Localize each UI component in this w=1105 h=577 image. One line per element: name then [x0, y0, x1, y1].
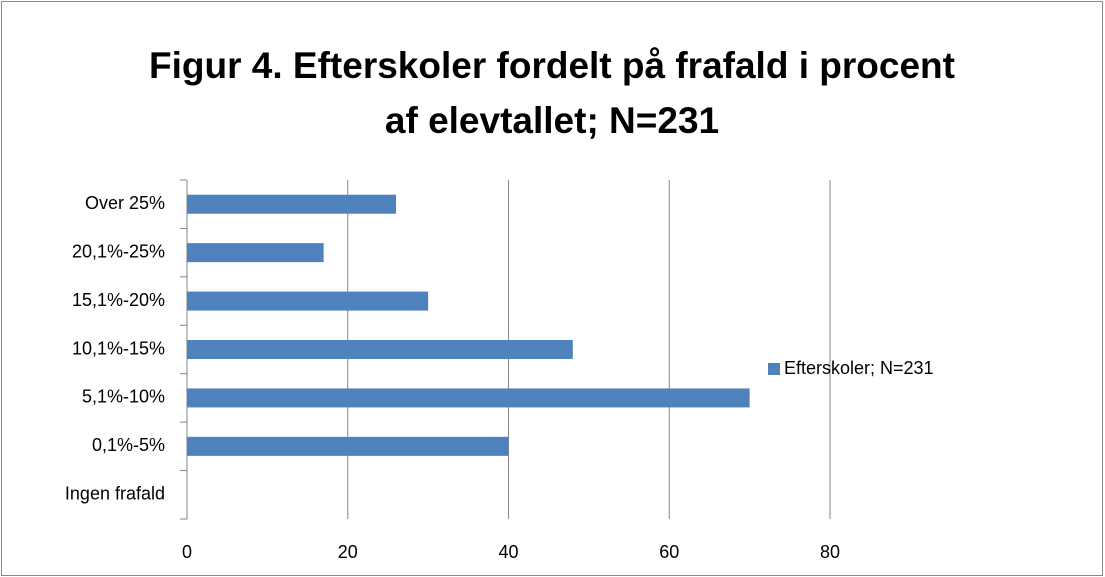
x-tick-label: 80 [820, 542, 840, 562]
chart-title: Figur 4. Efterskoler fordelt på frafald … [149, 45, 955, 141]
bar [187, 194, 396, 214]
legend-label: Efterskoler; N=231 [784, 358, 934, 378]
y-tick-label: 0,1%-5% [92, 435, 165, 455]
y-tick-label: Over 25% [85, 193, 165, 213]
y-tick-label: 10,1%-15% [72, 338, 165, 358]
y-tick-label: 5,1%-10% [82, 387, 165, 407]
y-tick-label: Ingen frafald [65, 484, 165, 504]
x-tick-label: 60 [659, 542, 679, 562]
x-tick-label: 20 [338, 542, 358, 562]
legend-swatch [768, 363, 780, 375]
x-tick-label: 0 [182, 542, 192, 562]
bar [187, 243, 324, 263]
y-tick-label: 15,1%-20% [72, 290, 165, 310]
x-tick-label: 40 [498, 542, 518, 562]
bar [187, 436, 509, 456]
bar [187, 340, 573, 359]
bar [187, 388, 750, 408]
y-tick-label: 20,1%-25% [72, 241, 165, 261]
bar [187, 291, 429, 311]
